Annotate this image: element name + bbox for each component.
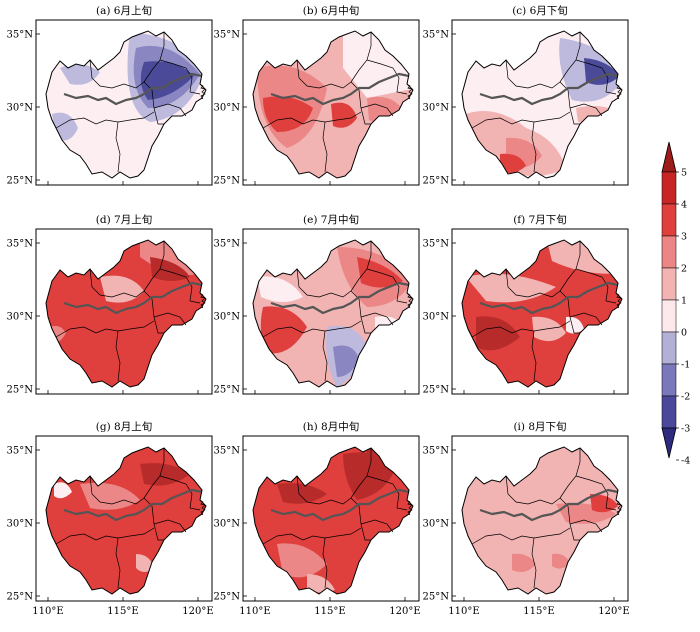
map-panel-d: (d) 7月上旬 bbox=[35, 213, 213, 395]
lon-tick-label: 120°E bbox=[598, 606, 629, 617]
lat-tick-label: 25°N bbox=[7, 592, 34, 603]
lon-tick-label: 115°E bbox=[314, 606, 345, 617]
lon-tick-label: 110°E bbox=[32, 606, 63, 617]
panel-title: (h) 8月中旬 bbox=[303, 420, 359, 433]
lon-tick-label: 120°E bbox=[389, 606, 420, 617]
panel-title: (d) 7月上旬 bbox=[96, 213, 152, 226]
lat-tick-label: 30°N bbox=[214, 312, 241, 323]
lat-tick-label: 35°N bbox=[423, 446, 450, 457]
lat-tick-label: 30°N bbox=[214, 103, 241, 114]
lat-tick-label: 35°N bbox=[423, 30, 450, 41]
colorbar-segment bbox=[661, 171, 677, 205]
map-panel-g: (g) 8月上旬 bbox=[35, 420, 213, 602]
colorbar-tick-label: -2 bbox=[681, 392, 690, 403]
map-panel-a: (a) 6月上旬 bbox=[35, 4, 213, 186]
colorbar-tick-label: -4 bbox=[681, 456, 690, 467]
colorbar-lower-extend bbox=[661, 427, 677, 459]
lat-tick-label: 35°N bbox=[7, 239, 34, 250]
colorbar-upper-extend bbox=[661, 141, 677, 173]
lat-tick-label: 30°N bbox=[7, 519, 34, 530]
colorbar-tick-label: -3 bbox=[681, 424, 690, 435]
lat-tick-label: 30°N bbox=[214, 519, 241, 530]
colorbar-tick-label: 0 bbox=[681, 328, 687, 339]
lat-tick-label: 30°N bbox=[423, 103, 450, 114]
colorbar-segment bbox=[661, 363, 677, 397]
lat-tick-label: 25°N bbox=[423, 592, 450, 603]
map-panel-b: (b) 6月中旬 bbox=[242, 4, 420, 186]
map-panel-c: (c) 6月下旬 bbox=[451, 4, 629, 186]
colorbar-segment bbox=[661, 267, 677, 301]
colorbar-segment bbox=[661, 203, 677, 237]
panel-title: (e) 7月中旬 bbox=[303, 213, 359, 226]
colorbar-segment bbox=[661, 395, 677, 429]
lat-tick-label: 25°N bbox=[7, 385, 34, 396]
map-panel-i: (i) 8月下旬 bbox=[451, 420, 629, 602]
colorbar-segment bbox=[661, 331, 677, 365]
panel-title: (f) 7月下旬 bbox=[513, 213, 567, 226]
colorbar-tick-label: 2 bbox=[681, 264, 687, 275]
lat-tick-label: 30°N bbox=[423, 519, 450, 530]
lat-tick-label: 35°N bbox=[423, 239, 450, 250]
lon-tick-label: 115°E bbox=[523, 606, 554, 617]
colorbar: 5 4 3 2 1 0 -1 -2 -3 -4 bbox=[661, 141, 690, 467]
lat-tick-label: 25°N bbox=[214, 176, 241, 187]
colorbar-segment bbox=[661, 235, 677, 269]
panel-title: (a) 6月上旬 bbox=[96, 4, 152, 17]
lat-tick-label: 35°N bbox=[214, 446, 241, 457]
lat-tick-label: 30°N bbox=[7, 103, 34, 114]
colorbar-tick-label: -1 bbox=[681, 360, 690, 371]
colorbar-segment bbox=[661, 299, 677, 333]
panel-title: (i) 8月下旬 bbox=[513, 420, 566, 433]
colorbar-tick-label: 4 bbox=[681, 200, 687, 211]
lat-tick-label: 25°N bbox=[214, 592, 241, 603]
panel-title: (g) 8月上旬 bbox=[96, 420, 152, 433]
lat-tick-label: 25°N bbox=[423, 385, 450, 396]
lat-tick-label: 30°N bbox=[7, 312, 34, 323]
lon-tick-label: 120°E bbox=[182, 606, 213, 617]
map-panel-f: (f) 7月下旬 bbox=[451, 213, 629, 395]
lat-tick-label: 35°N bbox=[214, 239, 241, 250]
lat-tick-label: 25°N bbox=[214, 385, 241, 396]
lon-tick-label: 110°E bbox=[448, 606, 479, 617]
lat-tick-label: 35°N bbox=[7, 30, 34, 41]
lat-tick-label: 25°N bbox=[7, 176, 34, 187]
lon-tick-label: 115°E bbox=[107, 606, 138, 617]
map-panel-h: (h) 8月中旬 bbox=[242, 420, 420, 602]
lat-tick-label: 25°N bbox=[423, 176, 450, 187]
panel-title: (b) 6月中旬 bbox=[303, 4, 359, 17]
colorbar-tick-label: 1 bbox=[681, 296, 687, 307]
colorbar-tick-label: 3 bbox=[681, 232, 687, 243]
lat-tick-label: 35°N bbox=[7, 446, 34, 457]
lon-tick-label: 110°E bbox=[239, 606, 270, 617]
panel-title: (c) 6月下旬 bbox=[512, 4, 568, 17]
lat-tick-label: 30°N bbox=[423, 312, 450, 323]
map-panel-e: (e) 7月中旬 bbox=[242, 213, 420, 395]
lat-tick-label: 35°N bbox=[214, 30, 241, 41]
colorbar-tick-label: 5 bbox=[681, 168, 687, 179]
